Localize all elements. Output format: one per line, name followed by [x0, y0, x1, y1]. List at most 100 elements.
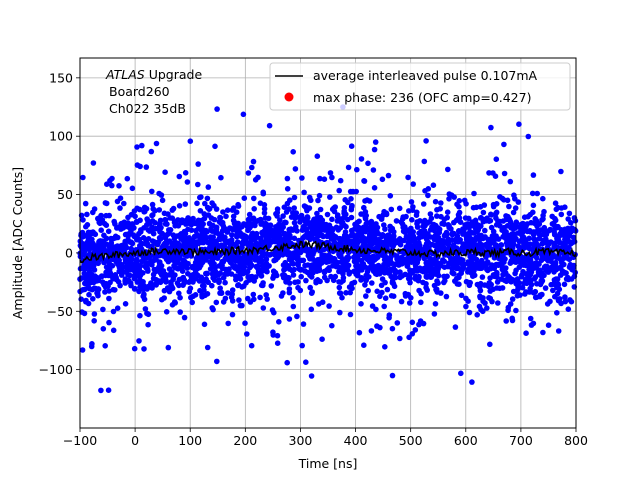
- scatter-point: [370, 167, 377, 173]
- scatter-point: [262, 220, 269, 227]
- scatter-point: [172, 219, 179, 225]
- scatter-point: [211, 261, 217, 267]
- scatter-point: [93, 285, 99, 292]
- scatter-point: [319, 219, 325, 225]
- scatter-point: [423, 138, 429, 144]
- scatter-point: [263, 256, 270, 263]
- scatter-point: [128, 255, 135, 262]
- scatter-point: [390, 280, 397, 287]
- scatter-point: [482, 300, 488, 306]
- scatter-point: [109, 175, 115, 182]
- scatter-point: [499, 195, 506, 202]
- scatter-point: [189, 263, 196, 270]
- scatter-point: [110, 308, 117, 315]
- scatter-point: [202, 200, 208, 207]
- scatter-point: [474, 312, 481, 318]
- scatter-point: [547, 266, 554, 273]
- scatter-point: [261, 206, 268, 212]
- scatter-point: [148, 148, 155, 155]
- scatter-point: [290, 272, 297, 278]
- scatter-point: [133, 218, 140, 225]
- scatter-point: [363, 293, 369, 299]
- scatter-point: [190, 293, 196, 300]
- scatter-point: [271, 272, 277, 279]
- scatter-point: [481, 202, 488, 208]
- scatter-point: [174, 280, 181, 286]
- scatter-point: [268, 283, 275, 289]
- scatter-point: [562, 298, 569, 305]
- scatter-point: [86, 286, 93, 292]
- scatter-point: [353, 188, 360, 195]
- scatter-point: [562, 294, 568, 300]
- annotation-line1: ATLAS Upgrade: [105, 67, 202, 82]
- scatter-point: [558, 300, 564, 307]
- scatter-point: [402, 224, 408, 230]
- scatter-point: [150, 206, 156, 212]
- scatter-point: [416, 273, 422, 280]
- scatter-point: [564, 235, 570, 242]
- scatter-point: [509, 317, 516, 324]
- scatter-point: [253, 218, 259, 225]
- scatter-point: [325, 231, 331, 238]
- scatter-point: [360, 242, 367, 249]
- scatter-point: [133, 260, 139, 267]
- scatter-point: [201, 211, 207, 217]
- scatter-point: [519, 284, 526, 291]
- annotation-line2: Board260: [109, 84, 170, 99]
- scatter-point: [363, 221, 370, 227]
- scatter-point: [136, 288, 142, 295]
- scatter-point: [211, 216, 218, 223]
- scatter-point: [326, 265, 332, 271]
- scatter-point: [268, 233, 274, 239]
- scatter-point: [97, 220, 103, 227]
- scatter-point: [329, 226, 336, 232]
- scatter-point: [542, 285, 549, 291]
- scatter-point: [201, 321, 208, 328]
- scatter-point: [149, 201, 156, 208]
- scatter-point: [397, 273, 404, 279]
- scatter-point: [530, 172, 537, 178]
- scatter-point: [110, 276, 116, 282]
- scatter-point: [100, 247, 107, 254]
- scatter-point: [351, 279, 358, 286]
- legend-entry-1: average interleaved pulse 0.107mA: [313, 68, 538, 83]
- scatter-point: [200, 239, 207, 246]
- scatter-point: [298, 273, 305, 280]
- scatter-point: [225, 290, 231, 296]
- scatter-point: [388, 206, 395, 213]
- scatter-point: [318, 260, 325, 266]
- scatter-point: [291, 235, 298, 242]
- scatter-point: [532, 288, 539, 295]
- scatter-point: [509, 296, 516, 302]
- scatter-point: [512, 205, 519, 211]
- x-axis-ticks: −100 0 100 200 300 400 500 600 700 800: [63, 428, 588, 448]
- scatter-point: [284, 186, 291, 192]
- scatter-point: [301, 234, 307, 240]
- scatter-point: [123, 244, 130, 251]
- scatter-point: [183, 217, 190, 224]
- scatter-point: [271, 309, 277, 316]
- scatter-point: [389, 325, 396, 332]
- scatter-point: [521, 236, 527, 242]
- scatter-point: [329, 174, 335, 181]
- scatter-point: [346, 269, 353, 276]
- scatter-point: [284, 175, 291, 182]
- scatter-point: [308, 373, 315, 379]
- scatter-point: [125, 233, 131, 239]
- scatter-point: [451, 255, 457, 262]
- scatter-point: [209, 200, 215, 206]
- scatter-point: [236, 297, 242, 303]
- scatter-point: [257, 294, 263, 301]
- scatter-point: [266, 122, 273, 129]
- scatter-point: [97, 238, 104, 244]
- scatter-point: [558, 211, 565, 218]
- scatter-point: [90, 240, 96, 247]
- scatter-point: [162, 216, 168, 223]
- scatter-point: [116, 257, 122, 264]
- scatter-point: [261, 210, 268, 216]
- scatter-point: [513, 219, 520, 225]
- scatter-point: [106, 295, 112, 302]
- scatter-point: [326, 303, 332, 309]
- scatter-point: [424, 287, 431, 293]
